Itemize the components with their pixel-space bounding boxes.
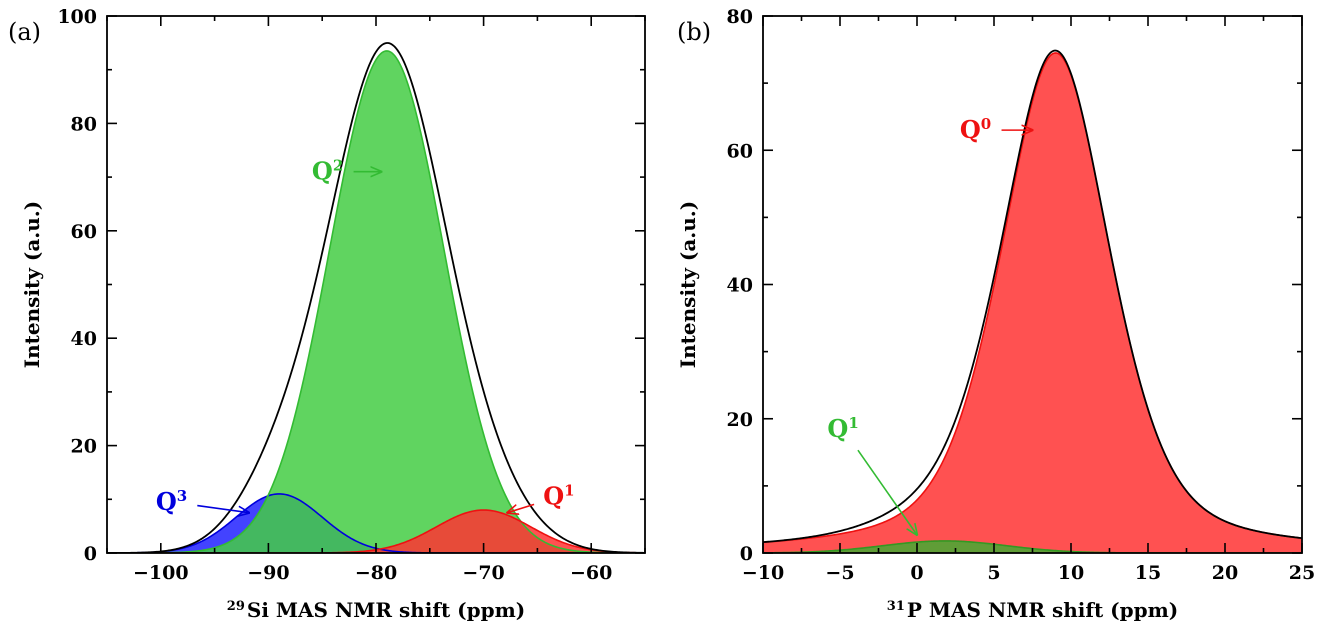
x-tick-label: 10 [1058,562,1084,584]
x-tick-label: 25 [1289,562,1315,584]
annotation-label-text: Q [156,487,177,516]
x-tick-label: 0 [910,562,923,584]
annotation-label: Q2 [312,157,343,186]
x-tick-label: −100 [133,562,189,584]
annotation-arrow [857,449,917,535]
plot-area [763,49,1302,553]
annotation-label-sup: 1 [564,482,574,500]
x-axis-title-text: P MAS NMR shift (ppm) [907,598,1178,622]
x-axis-title: 31 P MAS NMR shift (ppm) [887,598,1178,622]
y-tick-label: 20 [727,409,753,431]
annotation-label: Q1 [827,414,858,443]
x-tick-label: −80 [355,562,397,584]
annotation-label-text: Q [960,115,981,144]
annotation-label-sup: 0 [981,115,991,133]
panel-label: (a) [8,18,41,46]
panel-label: (b) [677,18,711,46]
annotation-label-text: Q [543,482,564,511]
x-tick-label: 15 [1135,562,1161,584]
annotation-label-text: Q [312,157,333,186]
x-axis-title-text: Si MAS NMR shift (ppm) [247,598,525,622]
annotation-label-text: Q [827,414,848,443]
y-tick-label: 20 [71,436,97,458]
x-tick-label: −5 [825,562,854,584]
y-axis-title: Intensity (a.u.) [20,201,44,368]
y-tick-label: 80 [71,113,97,135]
y-tick-label: 40 [71,328,97,350]
annotation-arrow [507,503,535,512]
x-axis-title-sup: 29 [227,599,245,614]
annotation-label: Q1 [543,482,574,511]
series-fill-q2 [107,50,645,553]
x-tick-label: 5 [987,562,1000,584]
y-tick-label: 100 [57,6,97,28]
sum-envelope [763,49,1302,544]
y-tick-label: 0 [740,543,753,565]
series-fill-q0 [763,52,1302,553]
annotation-label-sup: 3 [177,487,187,505]
sum-envelope [107,42,645,553]
x-axis-title: 29 Si MAS NMR shift (ppm) [227,598,525,622]
plot-area [107,42,645,553]
series-fill-q1 [763,540,1302,553]
y-axis-title: Intensity (a.u.) [676,201,700,368]
annotation-arrow [197,504,249,513]
x-tick-label: −10 [742,562,784,584]
panel-a: −100 −90 −80 −70 −60 0 20 40 60 80 100 29 Si MAS NMR… [8,6,646,622]
x-axis-title-sup: 31 [887,599,905,614]
y-tick-label: 0 [84,543,97,565]
y-tick-label: 80 [727,6,753,28]
y-tick-label: 40 [727,275,753,297]
y-tick-label: 60 [71,221,97,243]
x-tick-label: 20 [1212,562,1238,584]
annotation-label-sup: 1 [848,414,858,432]
x-tick-label: −70 [462,562,504,584]
series-fill-q1 [107,510,645,553]
x-tick-label: −90 [247,562,289,584]
annotation-label-sup: 2 [333,157,343,175]
y-tick-label: 60 [727,140,753,162]
annotation-label: Q0 [960,115,991,144]
series-line-q2 [107,50,645,553]
x-tick-label: −60 [570,562,612,584]
annotation-label: Q3 [156,487,187,516]
